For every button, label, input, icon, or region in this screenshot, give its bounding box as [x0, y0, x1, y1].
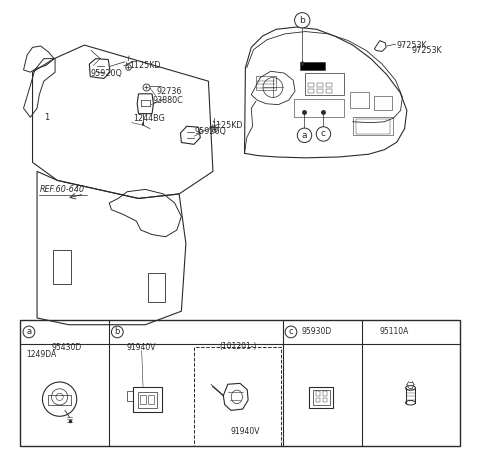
Text: 97253K: 97253K	[411, 46, 442, 55]
Text: 93880C: 93880C	[152, 96, 183, 105]
Bar	[308, 89, 314, 93]
Bar	[350, 92, 369, 108]
Circle shape	[316, 127, 331, 141]
Bar	[147, 273, 165, 302]
Text: a: a	[26, 327, 32, 336]
Text: 92736: 92736	[156, 87, 182, 96]
Text: 1244BG: 1244BG	[132, 114, 165, 123]
Text: 1: 1	[44, 112, 49, 121]
Text: 95920Q: 95920Q	[90, 69, 122, 78]
Bar	[127, 391, 133, 401]
Bar	[323, 398, 327, 402]
Text: b: b	[115, 327, 120, 336]
Bar	[356, 119, 390, 134]
Bar	[353, 117, 393, 135]
Bar	[317, 83, 323, 87]
Bar	[308, 83, 314, 87]
Bar	[53, 250, 71, 284]
Text: a: a	[302, 131, 307, 140]
Bar	[20, 320, 460, 446]
Text: 95110A: 95110A	[380, 327, 409, 336]
Bar	[138, 392, 156, 408]
Bar	[313, 390, 330, 405]
Text: (101201-): (101201-)	[219, 342, 256, 351]
Bar	[323, 391, 327, 396]
Text: 97253K: 97253K	[397, 41, 428, 50]
Circle shape	[23, 326, 35, 338]
Circle shape	[295, 13, 310, 28]
Bar	[316, 391, 320, 396]
Circle shape	[285, 326, 297, 338]
Text: 95430D: 95430D	[51, 343, 82, 352]
Bar	[310, 387, 333, 408]
Bar	[317, 89, 323, 93]
Bar	[294, 99, 344, 117]
Bar	[256, 76, 276, 90]
Bar	[326, 83, 332, 87]
Text: 1249DA: 1249DA	[26, 350, 56, 359]
Text: REF.60-640: REF.60-640	[39, 184, 84, 193]
Circle shape	[297, 128, 312, 143]
Text: 91940V: 91940V	[230, 427, 260, 436]
Text: 1125KD: 1125KD	[130, 61, 161, 70]
Text: 91940V: 91940V	[127, 343, 156, 352]
Bar	[148, 395, 154, 404]
Text: 1125KD: 1125KD	[211, 121, 242, 130]
Text: 95930D: 95930D	[302, 327, 332, 336]
Bar	[305, 73, 344, 95]
Text: c: c	[288, 327, 293, 336]
Bar	[48, 395, 71, 405]
Text: b: b	[300, 16, 305, 25]
Circle shape	[111, 326, 123, 338]
Bar	[140, 395, 146, 404]
Bar	[326, 89, 332, 93]
Text: 95920Q: 95920Q	[195, 127, 227, 136]
Bar	[300, 62, 325, 70]
Bar	[194, 347, 281, 446]
Bar	[374, 96, 392, 110]
Bar	[316, 398, 320, 402]
Text: c: c	[321, 129, 326, 138]
